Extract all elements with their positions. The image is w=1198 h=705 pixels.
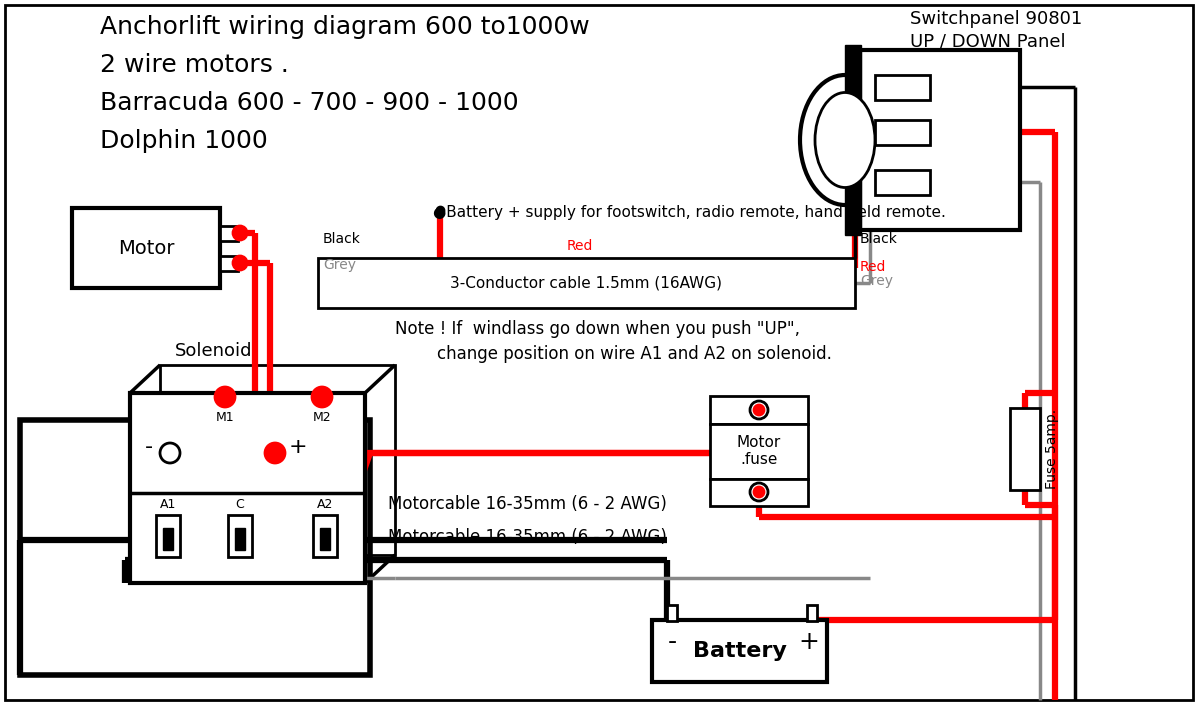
Text: Fuse 5amp.: Fuse 5amp. xyxy=(1045,409,1059,489)
Text: Anchorlift wiring diagram 600 to1000w: Anchorlift wiring diagram 600 to1000w xyxy=(99,15,589,39)
Bar xyxy=(156,515,180,557)
Text: 2 wire motors .: 2 wire motors . xyxy=(99,53,289,77)
Bar xyxy=(317,258,855,308)
Text: Black: Black xyxy=(323,232,361,246)
Bar xyxy=(220,256,238,271)
Bar xyxy=(652,620,827,682)
Bar xyxy=(807,605,817,621)
Text: Grey: Grey xyxy=(860,274,893,288)
Bar xyxy=(161,365,395,555)
Text: M2: M2 xyxy=(313,411,332,424)
Text: Barracuda 600 - 700 - 900 - 1000: Barracuda 600 - 700 - 900 - 1000 xyxy=(99,91,519,115)
Text: ●Battery + supply for footswitch, radio remote, hand held remote.: ●Battery + supply for footswitch, radio … xyxy=(432,205,946,220)
Text: Red: Red xyxy=(860,260,887,274)
Text: Dolphin 1000: Dolphin 1000 xyxy=(99,129,267,153)
Text: -: - xyxy=(145,437,153,457)
Circle shape xyxy=(754,405,764,415)
Circle shape xyxy=(232,226,247,240)
Text: Red: Red xyxy=(567,239,593,253)
Text: A1: A1 xyxy=(159,498,176,511)
Text: +: + xyxy=(799,630,819,654)
Bar xyxy=(320,528,329,550)
Bar xyxy=(72,208,220,288)
Bar xyxy=(875,75,930,100)
Text: change position on wire A1 and A2 on solenoid.: change position on wire A1 and A2 on sol… xyxy=(395,345,831,363)
Bar xyxy=(235,528,246,550)
Circle shape xyxy=(750,483,768,501)
Bar xyxy=(710,479,807,506)
Text: Grey: Grey xyxy=(323,258,356,272)
Bar xyxy=(20,420,370,675)
Bar xyxy=(710,396,807,424)
Circle shape xyxy=(311,387,332,407)
Bar xyxy=(860,50,1019,230)
Text: Motorcable 16-35mm (6 - 2 AWG): Motorcable 16-35mm (6 - 2 AWG) xyxy=(388,528,667,546)
Text: Note ! If  windlass go down when you push "UP",: Note ! If windlass go down when you push… xyxy=(395,320,800,338)
Bar xyxy=(710,424,807,479)
Bar xyxy=(163,528,173,550)
Text: Motorcable 16-35mm (6 - 2 AWG): Motorcable 16-35mm (6 - 2 AWG) xyxy=(388,495,667,513)
Bar xyxy=(220,226,238,241)
Circle shape xyxy=(214,387,235,407)
Circle shape xyxy=(754,487,764,497)
Ellipse shape xyxy=(800,75,890,205)
Bar xyxy=(875,170,930,195)
Text: Switchpanel 90801: Switchpanel 90801 xyxy=(910,10,1082,28)
Text: UP / DOWN Panel: UP / DOWN Panel xyxy=(910,32,1066,50)
Text: 3-Conductor cable 1.5mm (16AWG): 3-Conductor cable 1.5mm (16AWG) xyxy=(450,276,722,290)
Circle shape xyxy=(232,256,247,270)
Text: Black: Black xyxy=(860,232,897,246)
Bar xyxy=(1010,408,1040,490)
Text: C: C xyxy=(236,498,244,511)
Text: A2: A2 xyxy=(316,498,333,511)
Text: Motor: Motor xyxy=(117,238,174,257)
Bar xyxy=(313,515,337,557)
Ellipse shape xyxy=(815,92,875,188)
Text: M1: M1 xyxy=(216,411,235,424)
Circle shape xyxy=(265,443,285,463)
Bar xyxy=(228,515,252,557)
Circle shape xyxy=(161,443,180,463)
Bar xyxy=(845,45,861,235)
Text: Solenoid: Solenoid xyxy=(175,342,253,360)
Bar xyxy=(875,120,930,145)
Text: Motor
.fuse: Motor .fuse xyxy=(737,435,781,467)
Text: -: - xyxy=(667,630,677,654)
Bar xyxy=(667,605,677,621)
Circle shape xyxy=(750,401,768,419)
Text: Battery: Battery xyxy=(692,641,786,661)
Text: +: + xyxy=(289,437,308,457)
Bar xyxy=(131,393,365,583)
